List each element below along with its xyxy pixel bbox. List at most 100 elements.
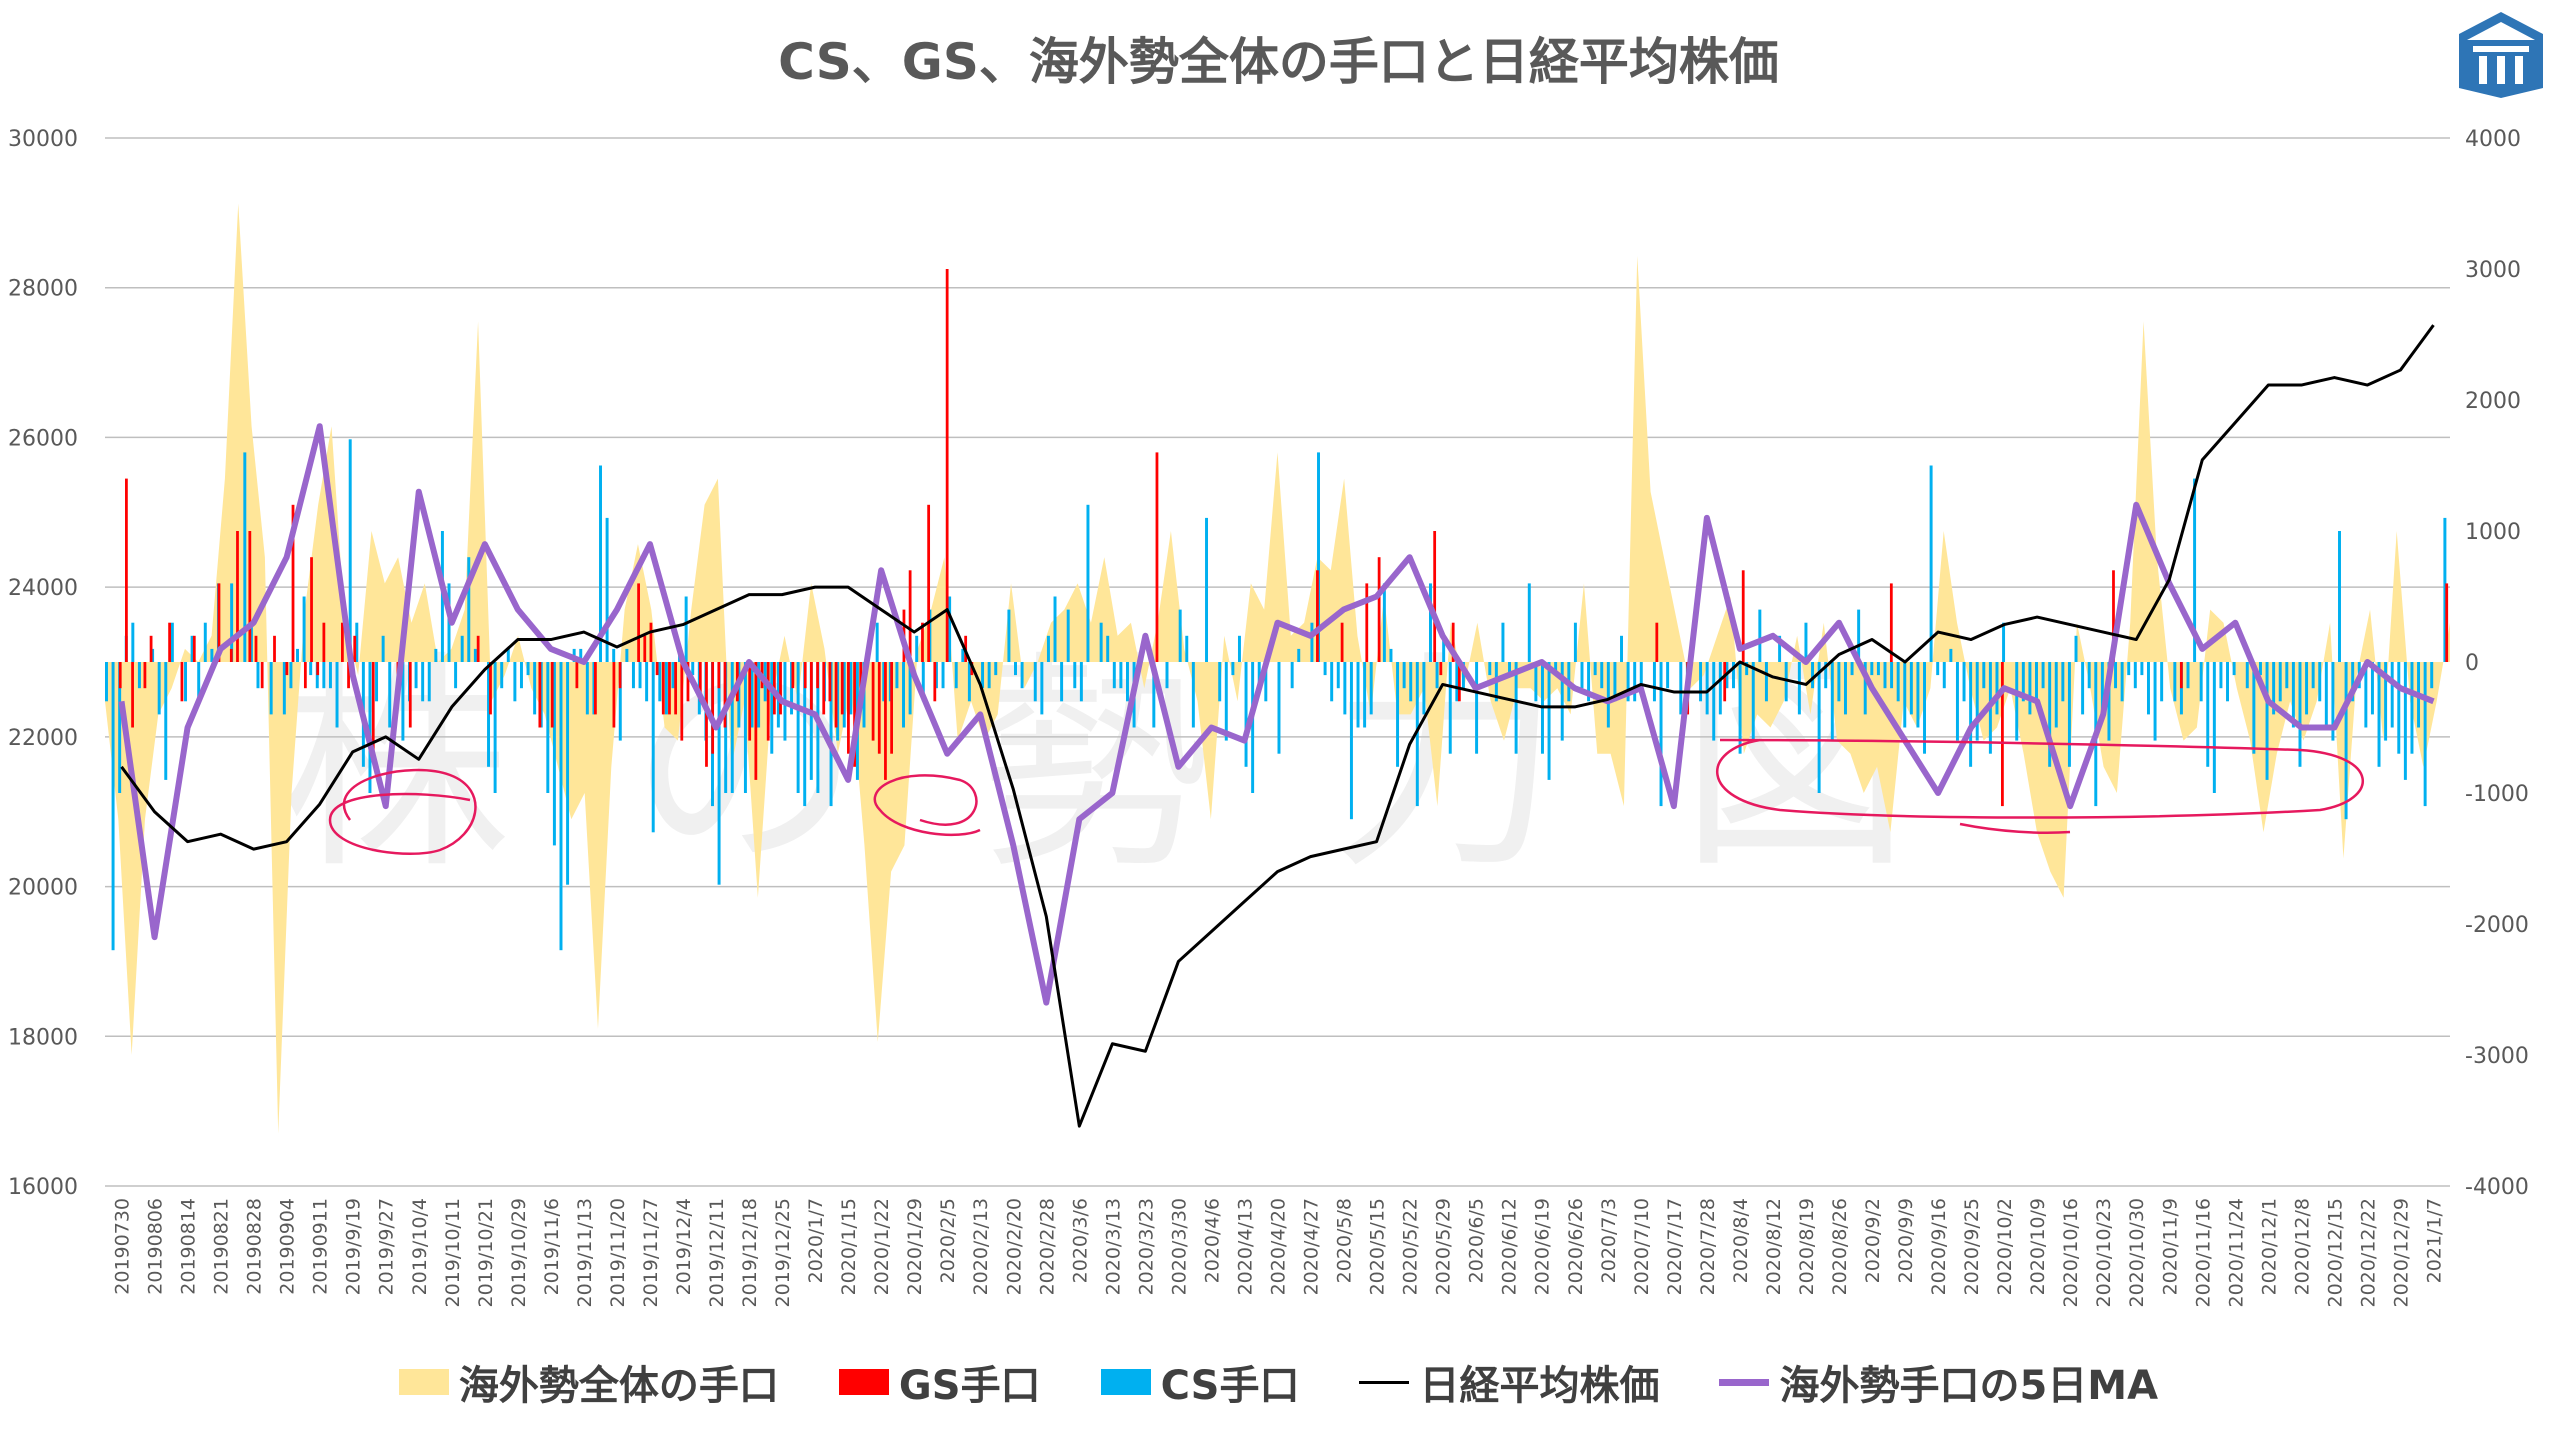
cs-bar bbox=[2364, 662, 2368, 728]
gs-bar bbox=[661, 662, 665, 715]
x-tick-label: 2021/1/7 bbox=[2423, 1198, 2445, 1283]
cs-bar bbox=[105, 662, 108, 702]
cs-bar bbox=[2206, 662, 2210, 767]
cs-bar bbox=[1290, 662, 1294, 689]
gs-bar bbox=[371, 662, 375, 754]
x-tick-label: 2019/10/4 bbox=[409, 1198, 431, 1295]
x-tick-label: 2020/8/19 bbox=[1796, 1198, 1818, 1295]
x-tick-label: 2020/10/23 bbox=[2093, 1198, 2115, 1308]
hand-drawn-annotations bbox=[328, 738, 2364, 855]
cs-bar bbox=[1600, 662, 1604, 689]
gs-bar bbox=[1340, 622, 1344, 662]
legend-swatch bbox=[1100, 1369, 1151, 1395]
cs-bar bbox=[2133, 662, 2137, 689]
cs-bar bbox=[875, 622, 879, 662]
x-tick-label: 20190814 bbox=[178, 1198, 200, 1295]
cs-bar bbox=[296, 648, 299, 662]
x-tick-label: 2019/12/4 bbox=[673, 1198, 695, 1295]
gs-bar bbox=[711, 662, 715, 754]
gs-bar bbox=[341, 622, 344, 662]
gs-bar bbox=[834, 662, 838, 728]
cs-bar bbox=[1936, 662, 1940, 676]
cs-bar bbox=[1896, 662, 1900, 702]
legend-foreign-total: 海外勢全体の手口 bbox=[398, 1353, 779, 1411]
cs-bar bbox=[111, 662, 115, 951]
gs-bar bbox=[118, 662, 122, 689]
cs-bar bbox=[427, 662, 431, 702]
cs-bar bbox=[2285, 662, 2289, 689]
cs-bar bbox=[552, 662, 556, 846]
cs-bar bbox=[1007, 609, 1011, 662]
cs-bar bbox=[1323, 662, 1327, 676]
right-tick-label: -4000 bbox=[2465, 1175, 2529, 1200]
gs-bar bbox=[217, 583, 221, 662]
right-tick-label: 2000 bbox=[2465, 389, 2521, 414]
cs-bar bbox=[1738, 662, 1742, 754]
cs-bar bbox=[1488, 662, 1492, 676]
x-tick-label: 2020/12/29 bbox=[2390, 1198, 2412, 1308]
cs-bar bbox=[743, 662, 747, 793]
cs-bar bbox=[1797, 662, 1801, 715]
cs-bar bbox=[2384, 662, 2388, 741]
cs-bar bbox=[2067, 662, 2071, 767]
gs-bar bbox=[149, 635, 153, 662]
gs-bar bbox=[143, 662, 147, 689]
cs-bar bbox=[1277, 662, 1281, 754]
cs-bar bbox=[1732, 662, 1735, 689]
gs-bar bbox=[810, 662, 813, 715]
cs-bar bbox=[151, 648, 155, 662]
cs-bar bbox=[322, 662, 326, 689]
cs-bar bbox=[954, 662, 958, 689]
gs-bar bbox=[322, 622, 326, 662]
gs-bar bbox=[686, 662, 690, 702]
gs-bar bbox=[131, 662, 134, 728]
cs-bar bbox=[1218, 662, 1222, 702]
cs-bar bbox=[1073, 662, 1077, 689]
right-tick-label: -2000 bbox=[2465, 913, 2529, 938]
cs-bar bbox=[1461, 662, 1465, 689]
cs-bar bbox=[2120, 662, 2124, 702]
cs-bar bbox=[1389, 648, 1393, 662]
gs-bar bbox=[303, 662, 307, 689]
gs-bar bbox=[908, 570, 912, 662]
x-tick-label: 2020/2/13 bbox=[970, 1198, 992, 1295]
legend-swatch bbox=[838, 1369, 889, 1395]
cs-bar bbox=[401, 662, 405, 741]
cs-bar bbox=[559, 662, 563, 951]
cs-bar bbox=[184, 662, 188, 702]
gs-bar bbox=[575, 662, 579, 689]
cs-bar bbox=[500, 662, 504, 689]
left-tick-label: 30000 bbox=[8, 127, 78, 152]
cs-bar bbox=[2114, 662, 2118, 689]
cs-bar bbox=[1764, 662, 1768, 702]
cs-bar bbox=[836, 662, 840, 741]
cs-bar bbox=[1652, 662, 1656, 702]
legend-swatch bbox=[1719, 1378, 1770, 1386]
x-tick-label: 2020/7/17 bbox=[1664, 1198, 1686, 1295]
legend-label: 日経平均株価 bbox=[1419, 1363, 1660, 1409]
cs-bar bbox=[2193, 478, 2197, 662]
cs-bar bbox=[2305, 662, 2309, 715]
cs-bar bbox=[2186, 662, 2190, 689]
cs-bar bbox=[1237, 635, 1241, 662]
cs-bar bbox=[1554, 662, 1558, 676]
gs-bar bbox=[347, 662, 350, 689]
x-tick-label: 2019/10/29 bbox=[508, 1198, 530, 1308]
cs-bar bbox=[2232, 662, 2236, 676]
cs-bar bbox=[730, 662, 734, 793]
cs-bar bbox=[1547, 662, 1551, 780]
legend-label: GS手口 bbox=[898, 1363, 1041, 1409]
gs-bar bbox=[649, 622, 653, 662]
x-tick-label: 20190911 bbox=[310, 1198, 332, 1295]
cs-bar bbox=[1033, 662, 1037, 702]
cs-bar bbox=[2048, 662, 2052, 767]
cs-bar bbox=[1178, 609, 1182, 662]
gs-bar bbox=[273, 635, 276, 662]
cs-bar bbox=[513, 662, 517, 702]
x-tick-label: 20190828 bbox=[244, 1198, 266, 1295]
gs-bar bbox=[680, 662, 684, 741]
cs-bar bbox=[1824, 662, 1828, 689]
cs-bar bbox=[1969, 662, 1973, 767]
gs-bar bbox=[476, 635, 480, 662]
cs-bar bbox=[434, 648, 438, 662]
